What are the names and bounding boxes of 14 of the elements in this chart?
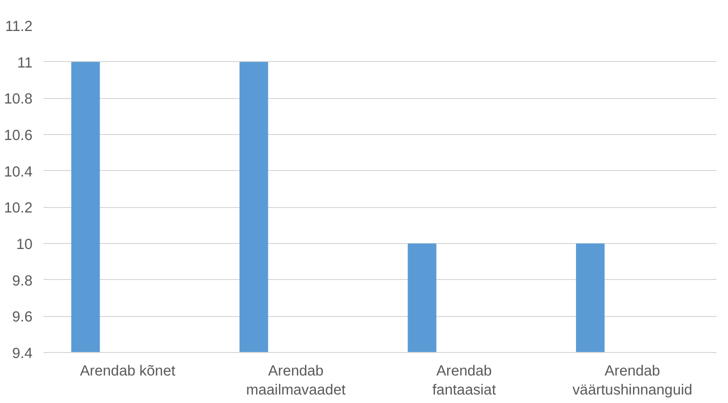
y-tick-label: 10	[16, 237, 33, 253]
x-tick-label: Arendab maailmavaadet	[246, 364, 346, 399]
y-tick-label: 11	[17, 55, 33, 72]
y-tick-label: 10.8	[4, 92, 33, 108]
y-tick-label: 11.2	[5, 19, 32, 35]
x-tick-label: Arendab kõnet	[80, 364, 176, 380]
y-tick-label: 9.6	[12, 310, 32, 326]
y-tick-label: 10.6	[4, 128, 33, 144]
x-tick-label: Arendab fantaasiat	[432, 364, 496, 399]
y-tick-label: 10.4	[4, 164, 33, 180]
x-tick-label: Arendab väärtushinnanguid	[572, 364, 692, 399]
y-tick-label: 9.8	[12, 273, 32, 290]
y-tick-label: 9.4	[12, 346, 32, 362]
y-tick-label: 10.2	[4, 200, 33, 217]
